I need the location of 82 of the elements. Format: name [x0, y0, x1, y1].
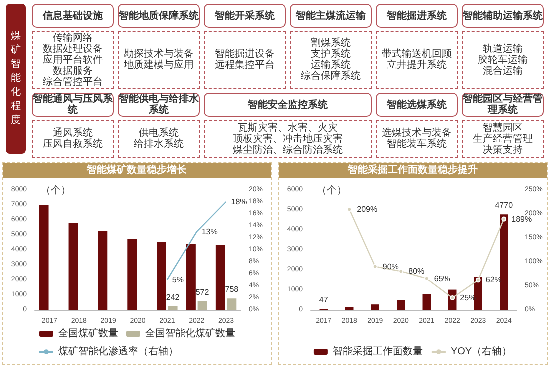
text: 混合运输 [483, 66, 523, 76]
data-label: 80% [408, 267, 425, 276]
text: 煤矿智能化程度 [11, 30, 21, 128]
point [502, 216, 507, 222]
text: 智能掘进设备 [215, 49, 275, 60]
point [476, 278, 481, 283]
bar [98, 230, 108, 310]
legend-label: 全国煤矿数量 [58, 328, 118, 340]
data-label: 5% [172, 276, 184, 284]
data-label: 209% [357, 205, 378, 214]
text: 智能选煤系统 [376, 93, 458, 117]
text: 立井提升系统 [387, 60, 447, 71]
legend-label: YOY（右轴） [450, 346, 512, 358]
text: 智能通风与压风系统 [32, 93, 114, 117]
text: 信息基础设施 [32, 4, 114, 28]
annotation: （个） [41, 184, 71, 196]
data-label: 18% [231, 198, 248, 206]
legend-label: 全国智能化煤矿数量 [146, 328, 236, 340]
text: 综合保障系统 [301, 71, 361, 82]
text: 智能供电与给排水系统 [118, 93, 200, 117]
text: 应用平台软件 [43, 54, 103, 66]
text: 传输网络 [53, 32, 93, 44]
text: 选煤技术与装备 [382, 128, 452, 139]
bar [474, 277, 482, 310]
legend-label: 智能采掘工作面数量 [332, 346, 423, 358]
text: 智能开采系统 [204, 4, 286, 28]
data-label: 47 [319, 296, 329, 305]
text: 瓦斯灾害、水害、火灾 [238, 122, 338, 134]
bar [371, 304, 380, 310]
data-label: 189% [512, 214, 532, 224]
bar [186, 244, 196, 310]
bar [500, 214, 508, 310]
bar [346, 307, 354, 310]
bar [216, 246, 226, 310]
bar [227, 298, 237, 310]
bar [422, 294, 431, 310]
bar [39, 205, 49, 310]
text: 地质建模与应用 [124, 60, 194, 71]
text: 供电系统 [139, 128, 179, 139]
text: 带式输送机回顾 [382, 49, 452, 60]
bar [397, 300, 406, 310]
text: 顶板灾害、冲击地压灾害 [233, 134, 343, 144]
text: 轨道运输 [483, 44, 523, 54]
text: 智能安全监控系统 [204, 93, 372, 117]
data-label: 4770 [495, 201, 514, 210]
chart-title: 智能采掘工作面数量稳步提升 [279, 163, 547, 178]
text: 通风系统 [53, 128, 93, 139]
bar [157, 242, 166, 310]
legend-label: 煤矿智能化渗透率（右轴） [58, 346, 178, 358]
text: 煤尘防治、综合防治系统 [233, 144, 343, 156]
text: 勘探技术与装备 [124, 49, 194, 60]
chart-title: 智能煤矿数量稳步增长 [3, 163, 271, 178]
data-label: 758 [225, 285, 240, 294]
text: 智能园区与经营管理系统 [462, 93, 544, 117]
data-label: 572 [196, 288, 210, 297]
text: 给排水系统 [134, 139, 184, 150]
text: 压风自救系统 [43, 139, 103, 150]
bar [168, 306, 178, 310]
text: 智能主煤流运输 [290, 4, 372, 28]
annotation: （个） [317, 184, 347, 196]
data-label: 242 [166, 292, 180, 302]
text: 智能地质保障系统 [118, 4, 200, 28]
text: 运输系统 [311, 60, 351, 71]
bar [128, 240, 138, 310]
text: 远程集控平台 [215, 60, 275, 71]
text: 智慧园区 [483, 122, 523, 134]
data-label: 65% [434, 274, 450, 284]
text: 智能辅助运输系统 [462, 4, 544, 28]
text: 支护系统 [311, 49, 351, 60]
text: 数据服务 [53, 66, 93, 76]
text: 胶轮车运输 [478, 54, 528, 66]
text: 智能掘进系统 [376, 4, 458, 28]
text: 综合管控平台 [43, 76, 103, 88]
text: 智能装车系统 [387, 139, 447, 150]
bar [68, 223, 78, 310]
bar [198, 301, 208, 310]
text: 生产经营管理 [473, 134, 533, 144]
text: 数据处理设备 [43, 44, 103, 54]
text: 决策支持 [483, 144, 523, 156]
data-label: 13% [202, 228, 218, 236]
text: 割煤系统 [311, 38, 351, 49]
data-label: 90% [382, 262, 399, 272]
